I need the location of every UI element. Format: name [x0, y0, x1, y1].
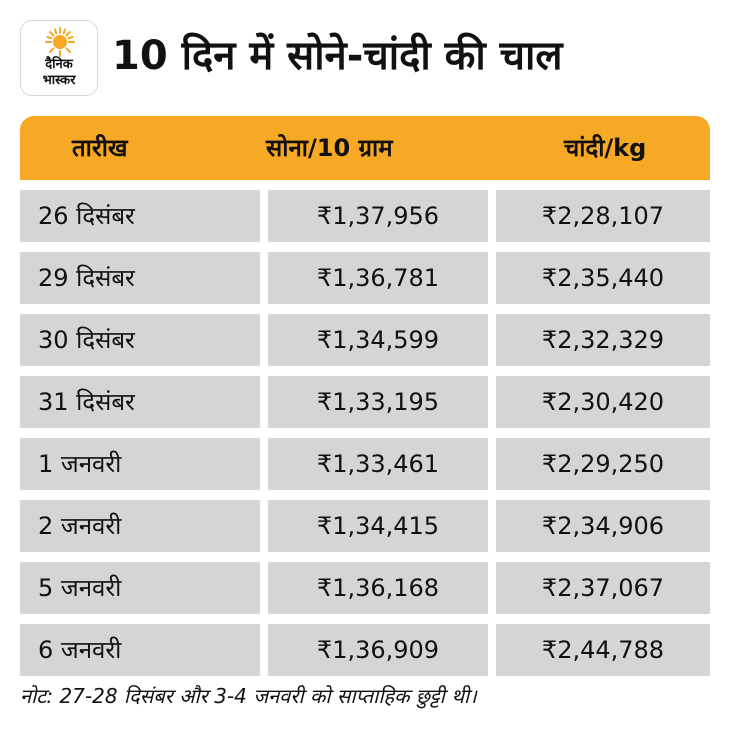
header-silver: चांदी/kg — [564, 134, 647, 162]
gold-price-cell: ₹1,37,956 — [268, 190, 488, 242]
table-row: 5 जनवरी ₹1,36,168 ₹2,37,067 — [20, 562, 710, 614]
brand-line-1: दैनिक — [45, 57, 73, 72]
date-cell: 30 दिसंबर — [20, 314, 260, 366]
gold-price-cell: ₹1,36,909 — [268, 624, 488, 676]
silver-price-cell: ₹2,35,440 — [496, 252, 710, 304]
brand-logo: दैनिक भास्कर — [20, 20, 98, 96]
table-header: तारीख सोना/10 ग्राम चांदी/kg — [20, 116, 710, 180]
table-row: 29 दिसंबर ₹1,36,781 ₹2,35,440 — [20, 252, 710, 304]
header-date: तारीख — [72, 134, 128, 162]
gold-price-cell: ₹1,36,781 — [268, 252, 488, 304]
table-row: 2 जनवरी ₹1,34,415 ₹2,34,906 — [20, 500, 710, 552]
price-table: तारीख सोना/10 ग्राम चांदी/kg 26 दिसंबर ₹… — [20, 116, 710, 676]
table-row: 1 जनवरी ₹1,33,461 ₹2,29,250 — [20, 438, 710, 490]
footnote: नोट: 27-28 दिसंबर और 3-4 जनवरी को साप्ता… — [20, 684, 477, 708]
silver-price-cell: ₹2,37,067 — [496, 562, 710, 614]
date-cell: 31 दिसंबर — [20, 376, 260, 428]
silver-price-cell: ₹2,44,788 — [496, 624, 710, 676]
silver-price-cell: ₹2,28,107 — [496, 190, 710, 242]
date-cell: 29 दिसंबर — [20, 252, 260, 304]
table-row: 6 जनवरी ₹1,36,909 ₹2,44,788 — [20, 624, 710, 676]
page-title: 10 दिन में सोने-चांदी की चाल — [112, 33, 563, 79]
table-row: 30 दिसंबर ₹1,34,599 ₹2,32,329 — [20, 314, 710, 366]
date-cell: 6 जनवरी — [20, 624, 260, 676]
date-cell: 2 जनवरी — [20, 500, 260, 552]
silver-price-cell: ₹2,30,420 — [496, 376, 710, 428]
gold-price-cell: ₹1,34,599 — [268, 314, 488, 366]
sun-logo-icon — [45, 27, 75, 57]
brand-wordmark: दैनिक भास्कर — [21, 57, 97, 89]
silver-price-cell: ₹2,32,329 — [496, 314, 710, 366]
gold-price-cell: ₹1,34,415 — [268, 500, 488, 552]
silver-price-cell: ₹2,29,250 — [496, 438, 710, 490]
table-row: 31 दिसंबर ₹1,33,195 ₹2,30,420 — [20, 376, 710, 428]
silver-price-cell: ₹2,34,906 — [496, 500, 710, 552]
date-cell: 1 जनवरी — [20, 438, 260, 490]
header-gold: सोना/10 ग्राम — [266, 134, 393, 162]
table-row: 26 दिसंबर ₹1,37,956 ₹2,28,107 — [20, 190, 710, 242]
gold-price-cell: ₹1,33,195 — [268, 376, 488, 428]
date-cell: 26 दिसंबर — [20, 190, 260, 242]
gold-price-cell: ₹1,36,168 — [268, 562, 488, 614]
gold-price-cell: ₹1,33,461 — [268, 438, 488, 490]
date-cell: 5 जनवरी — [20, 562, 260, 614]
brand-line-2: भास्कर — [42, 73, 76, 88]
